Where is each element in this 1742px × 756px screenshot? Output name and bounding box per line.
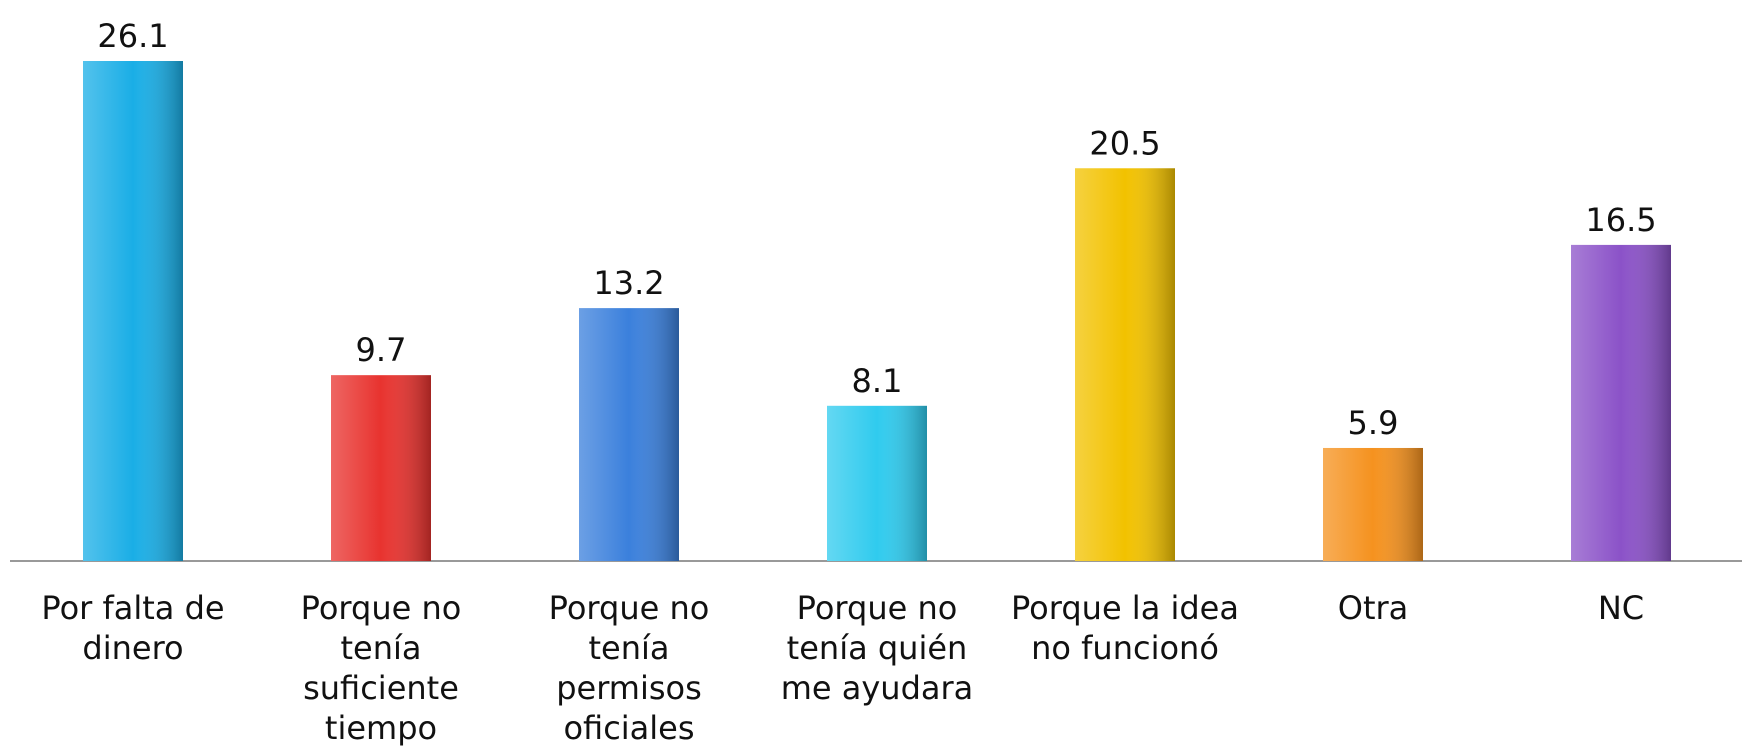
x-tick-label: Por falta de dinero (41, 589, 225, 667)
value-label: 9.7 (356, 331, 407, 369)
bar-shade (579, 308, 679, 561)
x-tick-label: Porque la idea no funcionó (1011, 589, 1239, 667)
x-tick-label: Porque no tenía quién me ayudara (780, 589, 974, 707)
bar-shade (827, 405, 927, 561)
bar-shade (1323, 447, 1423, 561)
x-tick-label: Porque no tenía permisos oficiales (548, 589, 710, 747)
value-label: 20.5 (1089, 124, 1160, 162)
bar-shade (331, 375, 431, 561)
x-tick-label: Otra (1337, 589, 1409, 627)
value-label: 26.1 (97, 17, 168, 55)
x-tick-label: NC (1597, 589, 1645, 627)
bar-shade (1075, 168, 1175, 561)
value-label: 16.5 (1585, 201, 1656, 239)
value-label: 13.2 (593, 264, 664, 302)
bar-shade (83, 61, 183, 561)
value-label: 5.9 (1348, 404, 1399, 442)
bar-shade (1571, 244, 1671, 561)
x-tick-label: Porque no tenía suficiente tiempo (300, 589, 462, 747)
value-label: 8.1 (852, 362, 903, 400)
